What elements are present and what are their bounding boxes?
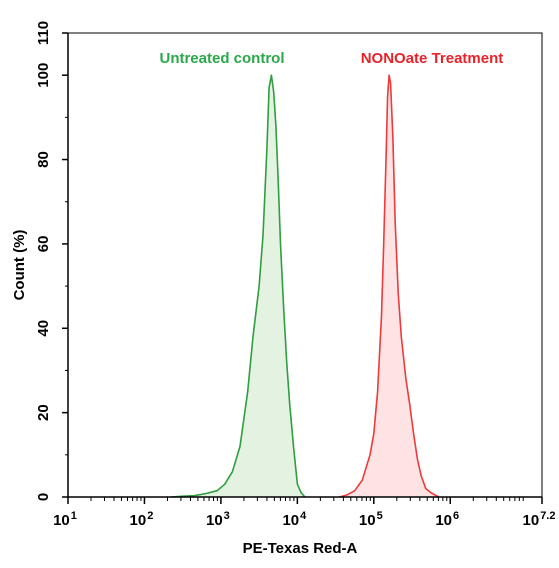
x-tick-label-2: 103 bbox=[206, 510, 230, 529]
y-tick-label-5: 100 bbox=[35, 63, 52, 88]
x-tick-label-4: 105 bbox=[359, 510, 383, 529]
y-tick-label-6: 110 bbox=[35, 21, 52, 45]
series-label-untreated: Untreated control bbox=[159, 50, 284, 67]
y-tick-label-3: 60 bbox=[35, 236, 52, 253]
y-tick-label-2: 40 bbox=[35, 320, 52, 337]
x-axis-title: PE-Texas Red-A bbox=[243, 540, 358, 557]
series-line-0 bbox=[171, 74, 306, 498]
y-tick-label-4: 80 bbox=[35, 151, 52, 168]
x-tick-label-0: 101 bbox=[53, 510, 77, 529]
y-tick-label-1: 20 bbox=[35, 404, 52, 421]
series-label-nonoate: NONOate Treatment bbox=[361, 50, 504, 67]
y-axis-title: Count (%) bbox=[11, 230, 28, 301]
y-tick-label-0: 0 bbox=[35, 493, 52, 501]
x-tick-label-3: 104 bbox=[282, 510, 307, 529]
series-line-1 bbox=[339, 74, 440, 498]
series-area-1 bbox=[339, 75, 439, 497]
series-area-0 bbox=[171, 75, 305, 497]
x-tick-label-5: 106 bbox=[435, 510, 459, 529]
x-tick-label-6: 107.2 bbox=[523, 510, 556, 529]
x-tick-label-1: 102 bbox=[130, 510, 154, 529]
